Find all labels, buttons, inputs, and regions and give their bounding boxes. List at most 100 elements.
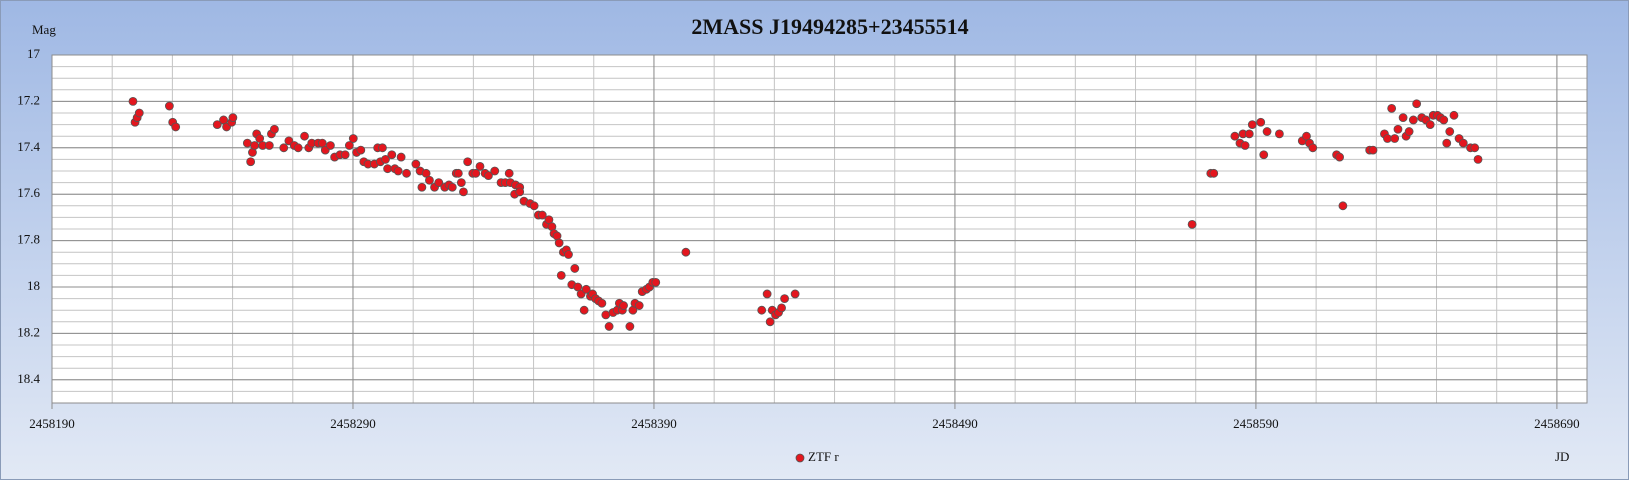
data-point <box>356 145 366 155</box>
data-point <box>570 264 580 273</box>
data-point <box>777 303 786 313</box>
data-point <box>601 310 611 320</box>
data-point <box>581 284 591 294</box>
y-tick-label: 18.2 <box>17 324 40 339</box>
data-point <box>597 298 607 308</box>
data-point <box>134 108 144 118</box>
y-tick-label: 18.4 <box>17 371 40 386</box>
data-point <box>1230 131 1240 141</box>
data-point <box>228 113 238 123</box>
data-point <box>417 182 427 192</box>
data-point <box>1442 138 1452 148</box>
data-point <box>387 150 397 160</box>
data-point <box>1262 127 1272 136</box>
y-tick-label: 17.6 <box>17 185 40 200</box>
data-point <box>1393 124 1403 134</box>
data-point <box>579 305 589 315</box>
y-tick-label: 18 <box>27 278 40 293</box>
data-point <box>790 289 800 299</box>
data-point <box>1439 115 1449 125</box>
data-point <box>1256 117 1266 127</box>
data-point <box>348 134 358 143</box>
data-point <box>279 143 289 153</box>
data-point <box>242 138 252 148</box>
y-tick-label: 17.4 <box>17 139 40 154</box>
x-tick-label: 2458190 <box>29 416 75 431</box>
data-point <box>515 187 525 197</box>
data-point <box>556 270 566 280</box>
data-point <box>246 157 256 167</box>
data-point <box>456 178 466 188</box>
data-point <box>459 187 468 197</box>
data-point <box>681 247 691 257</box>
data-point <box>1404 127 1414 136</box>
data-point <box>1390 134 1400 143</box>
data-point <box>396 152 406 162</box>
data-point <box>537 210 547 220</box>
data-point <box>381 154 390 164</box>
data-point <box>402 168 411 178</box>
data-point <box>1412 99 1422 109</box>
data-point <box>378 143 387 153</box>
chart-title: 2MASS J19494285+23455514 <box>691 14 968 39</box>
data-point <box>1259 150 1269 160</box>
data-point <box>1449 110 1459 120</box>
data-point <box>164 101 174 111</box>
data-point <box>447 182 457 192</box>
x-tick-label: 2458390 <box>631 416 677 431</box>
data-point <box>270 124 279 134</box>
data-point <box>344 141 354 150</box>
data-point <box>780 294 789 304</box>
data-point <box>453 168 463 178</box>
data-point <box>490 166 500 176</box>
y-tick-label: 17.2 <box>17 92 40 107</box>
data-point <box>1335 152 1344 162</box>
y-tick-label: 17 <box>27 46 41 61</box>
data-point <box>250 141 259 150</box>
data-point <box>393 166 403 176</box>
data-point <box>434 178 444 188</box>
data-point <box>619 301 628 310</box>
data-point <box>1445 127 1455 136</box>
data-point <box>171 122 181 132</box>
data-point <box>1387 103 1397 113</box>
data-point <box>421 168 431 178</box>
x-tick-label: 2458490 <box>932 416 978 431</box>
data-point <box>1274 129 1284 139</box>
data-point <box>475 161 485 171</box>
data-point <box>1368 145 1378 155</box>
data-point <box>264 141 274 150</box>
data-point <box>1458 138 1468 148</box>
data-point <box>1473 154 1483 164</box>
data-point <box>1244 129 1254 139</box>
data-point <box>651 277 661 287</box>
data-point <box>1383 134 1392 143</box>
data-point <box>463 157 473 167</box>
data-point <box>625 322 635 331</box>
x-tick-label: 2458290 <box>330 416 376 431</box>
data-point <box>128 97 138 106</box>
data-point <box>1425 120 1435 129</box>
data-point <box>411 159 421 169</box>
y-axis-label: Mag <box>32 22 56 37</box>
data-point <box>326 141 335 150</box>
data-point <box>1408 115 1418 125</box>
data-point <box>1187 219 1197 229</box>
data-point <box>1398 113 1408 123</box>
data-point <box>504 168 514 178</box>
ticks: 17 17.2 17.4 17.6 17.8 18 18.2 18.4 2458190 24582… <box>17 46 1579 431</box>
data-point <box>212 120 222 129</box>
x-tick-label: 2458590 <box>1233 416 1279 431</box>
data-point <box>1247 120 1257 129</box>
data-point <box>765 317 775 327</box>
data-point <box>634 301 644 310</box>
data-point <box>425 175 434 185</box>
data-point <box>484 171 493 181</box>
x-tick-label: 2458690 <box>1534 416 1580 431</box>
legend: ZTF r <box>795 449 839 464</box>
data-point <box>293 143 303 153</box>
data-point <box>573 282 583 292</box>
data-point <box>529 201 539 211</box>
data-point <box>604 322 614 331</box>
